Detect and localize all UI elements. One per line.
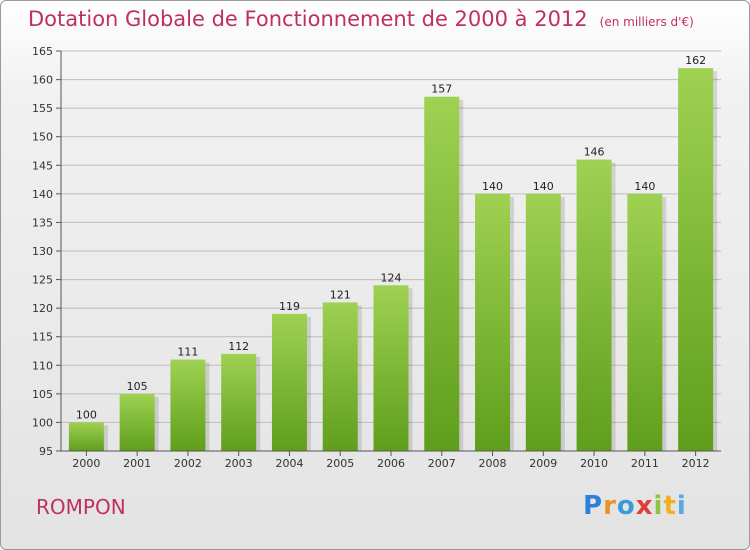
data-label-2009: 140 — [533, 180, 554, 193]
y-tick-label: 95 — [39, 445, 53, 458]
bar-2002 — [170, 359, 206, 451]
y-tick-label: 115 — [32, 331, 53, 344]
axes: 95 100 105 110 115 120 125 130 135 140 145 150 155 16… — [32, 45, 721, 470]
data-label-2003: 112 — [228, 340, 249, 353]
y-tick-label: 140 — [32, 188, 53, 201]
x-tick-label: 2003 — [225, 457, 253, 470]
data-label-2006: 124 — [381, 271, 402, 284]
x-tick-label: 2006 — [377, 457, 405, 470]
y-tick-label: 145 — [32, 159, 53, 172]
bar-2003 — [221, 353, 257, 451]
x-tick-label: 2011 — [631, 457, 659, 470]
x-tick-label: 2005 — [326, 457, 354, 470]
data-label-2008: 140 — [482, 180, 503, 193]
data-label-2001: 105 — [127, 380, 148, 393]
bar-2011 — [627, 193, 663, 451]
bar-2012 — [678, 68, 714, 452]
bars: 100 105 111 112 119 121 124 157 140 140 146 140 162 — [68, 54, 718, 452]
chart-title: Dotation Globale de Fonctionnement de 20… — [28, 7, 694, 31]
data-label-2004: 119 — [279, 300, 300, 313]
y-tick-label: 160 — [32, 74, 53, 87]
bar-2005 — [322, 302, 358, 451]
bar-2000 — [68, 422, 104, 451]
bar-2007 — [424, 96, 460, 451]
data-label-2000: 100 — [76, 408, 97, 421]
y-tick-label: 165 — [32, 45, 53, 58]
x-tick-label: 2010 — [580, 457, 608, 470]
x-tick-label: 2008 — [479, 457, 507, 470]
y-tick-label: 155 — [32, 102, 53, 115]
bar-2001 — [119, 393, 155, 451]
y-tick-label: 135 — [32, 216, 53, 229]
proxiti-logo: Proxiti — [583, 491, 687, 521]
bar-2004 — [271, 313, 307, 451]
y-tick-label: 120 — [32, 302, 53, 315]
x-tick-label: 2001 — [123, 457, 151, 470]
data-label-2007: 157 — [431, 83, 452, 96]
data-label-2012: 162 — [685, 54, 706, 67]
bar-2010 — [576, 159, 612, 452]
data-label-2005: 121 — [330, 288, 351, 301]
y-tick-label: 100 — [32, 416, 53, 429]
chart-title-text: Dotation Globale de Fonctionnement de 20… — [28, 7, 588, 31]
chart-subtitle: (en milliers d'€) — [599, 15, 694, 29]
data-label-2002: 111 — [177, 346, 198, 359]
x-tick-label: 2007 — [428, 457, 456, 470]
y-tick-label: 125 — [32, 274, 53, 287]
bar-2008 — [475, 193, 511, 451]
y-tick-label: 130 — [32, 245, 53, 258]
x-tick-label: 2004 — [275, 457, 303, 470]
y-tick-label: 110 — [32, 359, 53, 372]
data-label-2010: 146 — [584, 146, 605, 159]
x-tick-label: 2009 — [529, 457, 557, 470]
x-tick-label: 2012 — [682, 457, 710, 470]
x-tick-label: 2002 — [174, 457, 202, 470]
y-tick-label: 105 — [32, 388, 53, 401]
bar-2009 — [525, 193, 561, 451]
commune-name: ROMPON — [36, 495, 126, 519]
bar-2006 — [373, 285, 409, 451]
x-tick-label: 2000 — [72, 457, 100, 470]
y-tick-label: 150 — [32, 131, 53, 144]
data-label-2011: 140 — [634, 180, 655, 193]
